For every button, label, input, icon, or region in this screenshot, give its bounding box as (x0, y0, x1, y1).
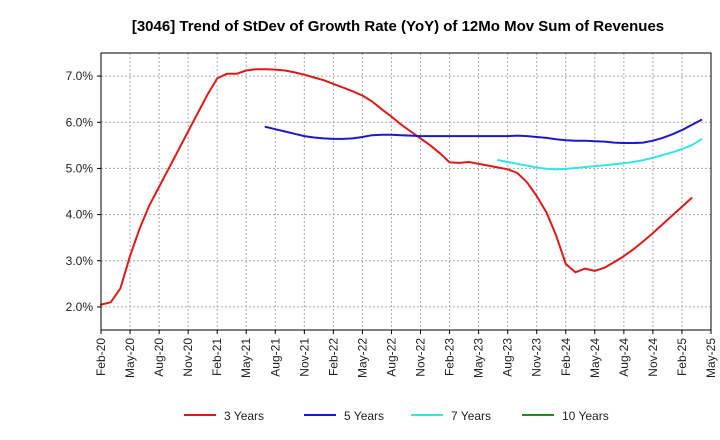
x-tick-label: Feb-24 (559, 338, 573, 376)
x-tick-label: May-25 (704, 338, 718, 378)
grid (100, 53, 712, 330)
legend-label-7-years: 7 Years (451, 409, 491, 423)
x-tick-label: Aug-21 (268, 338, 282, 377)
x-tick-label: Nov-22 (414, 338, 428, 377)
x-tick-label: Nov-21 (297, 338, 311, 377)
x-tick-label: Feb-23 (443, 338, 457, 376)
x-tick-label: Aug-20 (152, 338, 166, 377)
y-tick-label: 5.0% (66, 161, 94, 175)
series-line-3-years (100, 68, 693, 306)
x-tick-label: Nov-24 (646, 338, 660, 377)
x-tick-label: Feb-20 (94, 338, 108, 376)
legend: 3 Years 5 Years 7 Years 10 Years (184, 409, 609, 423)
x-tick-label: May-24 (588, 338, 602, 378)
series-line-7-years (497, 138, 703, 171)
series-line-5-years (264, 118, 703, 144)
chart-title: [3046] Trend of StDev of Growth Rate (Yo… (132, 18, 664, 35)
y-tick-label: 7.0% (66, 69, 94, 83)
x-axis-ticks: Feb-20 May-20 Aug-20 Nov-20 Feb-21 May-21 Aug-… (94, 330, 718, 378)
x-tick-label: Aug-23 (501, 338, 515, 377)
x-tick-label: May-21 (239, 338, 253, 378)
x-tick-label: Nov-20 (181, 338, 195, 377)
plot-area-frame (100, 52, 712, 331)
series-lines (100, 68, 703, 306)
legend-label-3-years: 3 Years (224, 409, 264, 423)
legend-label-5-years: 5 Years (344, 409, 384, 423)
y-axis-ticks: 2.0% 3.0% 4.0% 5.0% 6.0% 7.0% (66, 69, 101, 314)
y-tick-label: 2.0% (66, 300, 94, 314)
x-tick-label: May-23 (472, 338, 486, 378)
y-tick-label: 4.0% (66, 208, 94, 222)
y-tick-label: 3.0% (66, 254, 94, 268)
x-tick-label: Nov-23 (530, 338, 544, 377)
x-tick-label: Feb-22 (326, 338, 340, 376)
x-tick-label: Aug-24 (617, 338, 631, 377)
x-tick-label: May-22 (355, 338, 369, 378)
x-tick-label: Feb-25 (675, 338, 689, 376)
y-tick-label: 6.0% (66, 115, 94, 129)
x-tick-label: Feb-21 (210, 338, 224, 376)
x-tick-label: May-20 (123, 338, 137, 378)
legend-label-10-years: 10 Years (562, 409, 609, 423)
x-tick-label: Aug-22 (384, 338, 398, 377)
